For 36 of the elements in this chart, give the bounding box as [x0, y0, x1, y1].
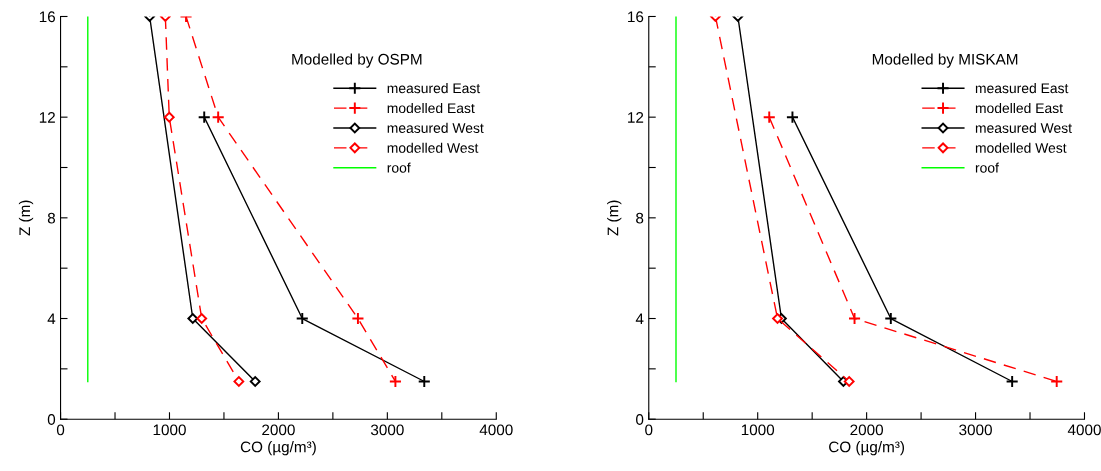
y-tick-label: 0	[47, 414, 56, 425]
text: Modelled by OSPM	[292, 53, 422, 68]
x-tick-label: 3000	[370, 424, 404, 436]
legend-label: measured East	[975, 82, 1069, 94]
x-axis-title: CO (µg/m³)	[240, 441, 316, 456]
y-tick-label: 0	[636, 414, 644, 425]
y-tick-label: 12	[39, 112, 55, 123]
y-tick-label: 4	[47, 313, 56, 325]
y-axis-title: Z (m)	[607, 200, 622, 236]
legend-label: modelled West	[975, 142, 1067, 153]
x-axis-title: CO (µg/m³)	[829, 441, 905, 456]
legend-label: modelled East	[975, 102, 1063, 114]
x-tick-label: 0	[56, 424, 65, 436]
x-tick-label: 2000	[262, 424, 295, 436]
legend-label: measured West	[975, 122, 1072, 133]
legend-label: roof	[387, 162, 411, 173]
y-axis-title: Z (m)	[18, 200, 34, 236]
y-tick-label: 12	[628, 112, 644, 123]
legend-label: roof	[975, 162, 999, 173]
legend-label: modelled East	[387, 102, 475, 114]
x-tick-label: 1000	[153, 424, 186, 436]
y-tick-label: 16	[628, 11, 644, 23]
x-tick-label: 0	[645, 424, 653, 436]
x-tick-label: 4000	[1067, 424, 1101, 436]
y-tick-label: 16	[39, 11, 56, 23]
y-tick-label: 8	[636, 212, 644, 224]
x-tick-label: 1000	[741, 424, 775, 436]
legend-label: modelled West	[387, 142, 479, 153]
x-tick-label: 3000	[959, 424, 992, 436]
legend-label: measured West	[387, 122, 484, 133]
text: Modelled by MISKAM	[872, 53, 1018, 68]
legend-label: measured East	[387, 82, 481, 94]
y-tick-label: 4	[635, 313, 644, 325]
x-tick-label: 2000	[850, 424, 884, 436]
x-tick-label: 4000	[479, 424, 513, 436]
y-tick-label: 8	[47, 212, 56, 224]
